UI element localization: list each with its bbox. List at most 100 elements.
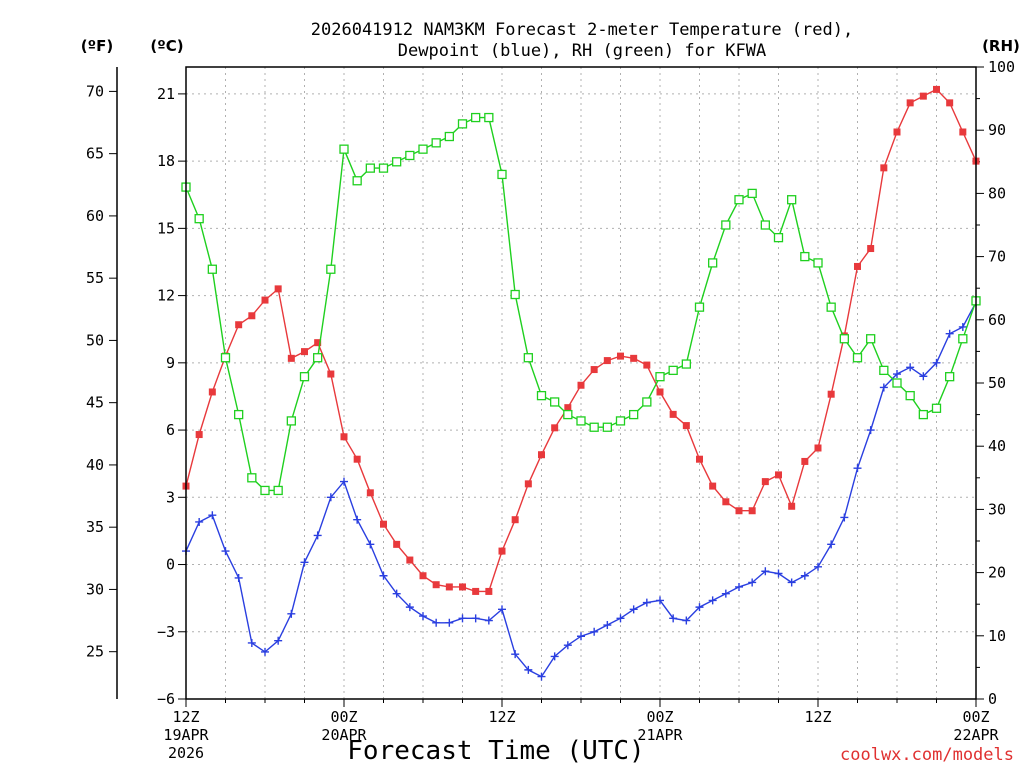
rh-point [523,353,533,363]
fahrenheit-tick-label: 70 [86,82,104,100]
dewpoint-point [261,647,269,656]
rh-point [602,422,612,432]
temperature-point [748,507,756,515]
fahrenheit-tick-label: 45 [86,394,104,412]
rh-point [365,163,375,173]
fahrenheit-tick-label: 50 [86,331,104,349]
dewpoint-point [379,571,388,580]
temperature-point [590,366,598,374]
rh-point [550,397,560,407]
rh-point [405,150,415,161]
temperature-point [261,296,269,304]
dewpoint-point [405,603,414,612]
temperature-point [722,498,730,506]
dewpoint-point [234,573,243,582]
rh-point [431,138,441,148]
temperature-point [669,410,677,418]
temperature-point [287,354,295,362]
celsius-tick-label: 15 [157,219,175,237]
temperature-point [419,572,427,580]
dewpoint-point [287,609,296,618]
x-tick-label: 12Z [488,708,515,726]
rh-tick-label: 0 [988,690,997,708]
temperature-point [445,583,453,591]
dewpoint-point [590,627,599,636]
dewpoint-point [721,589,730,598]
temperature-point [709,482,717,490]
rh-point [326,264,336,274]
rh-point [655,372,665,382]
dewpoint-point [893,370,901,379]
rh-point [247,473,257,483]
rh-point [668,365,678,376]
temperature-point [735,507,743,515]
dewpoint-point [669,614,678,623]
temperature-point [893,128,901,136]
dewpoint-point [458,614,467,623]
temperature-point [775,471,782,479]
rh-point [576,416,586,426]
dewpoint-point [735,582,743,591]
rh-point [339,144,349,154]
rh-point [536,390,547,401]
rh-point [484,112,494,123]
series-rh [181,112,981,496]
x-tick-label: 2026 [168,744,204,762]
dewpoint-point [445,618,454,627]
temperature-point [577,381,585,389]
dewpoint-point [629,605,638,614]
x-tick-label: 22APR [953,726,999,744]
dewpoint-point [853,464,862,473]
temperature-point [867,245,875,253]
x-tick-label: 00Z [646,708,673,726]
rh-point [958,334,968,344]
temperature-point [538,451,545,459]
rh-tick-label: 10 [988,627,1006,645]
rh-point [826,302,836,312]
plot-frame [185,66,977,700]
chart-title-line-2: Dewpoint (blue), RH (green) for KFWA [398,41,766,61]
fahrenheit-tick-label: 30 [86,580,104,598]
x-axis-label: Forecast Time (UTC) [347,736,644,766]
rh-point [918,409,928,420]
rh-point [260,485,270,496]
dewpoint-point [221,547,230,556]
temperature-point [854,262,861,270]
rh-point [905,390,915,401]
temperature-point [880,164,888,172]
rh-point [615,416,626,426]
dewpoint-point [695,603,704,612]
temperature-point [235,321,243,329]
dewpoint-point [827,540,836,549]
series-dewpoint [182,298,980,681]
dewpoint-point [563,641,572,650]
dewpoint-point [366,540,375,549]
temperature-point [274,285,282,293]
temperature-point [906,99,914,107]
dewpoint-point [392,589,401,598]
dewpoint-point [932,358,941,367]
rh-point [734,195,744,205]
rh-tick-label: 80 [988,184,1006,202]
rh-point [194,214,204,224]
rh-tick-label: 70 [988,248,1006,266]
rh-point [839,334,849,344]
x-tick-label: 12Z [804,708,831,726]
temperature-point [551,424,559,432]
dewpoint-point [326,493,335,502]
celsius-tick-label: 3 [166,488,175,506]
temperature-point [814,444,822,452]
rh-point [589,422,599,432]
rh-point [392,157,402,167]
rh-tick-label: 90 [988,121,1006,139]
rh-point [497,169,507,180]
fahrenheit-axis-unit: (ºF) [81,37,113,55]
temperature-point [406,556,414,564]
rh-point [852,353,863,363]
temperature-point [366,489,374,497]
temperature-point [353,455,361,463]
rh-point [879,365,889,376]
dewpoint-point [906,363,915,372]
x-tick-label: 12Z [172,708,199,726]
dewpoint-point [616,614,625,623]
